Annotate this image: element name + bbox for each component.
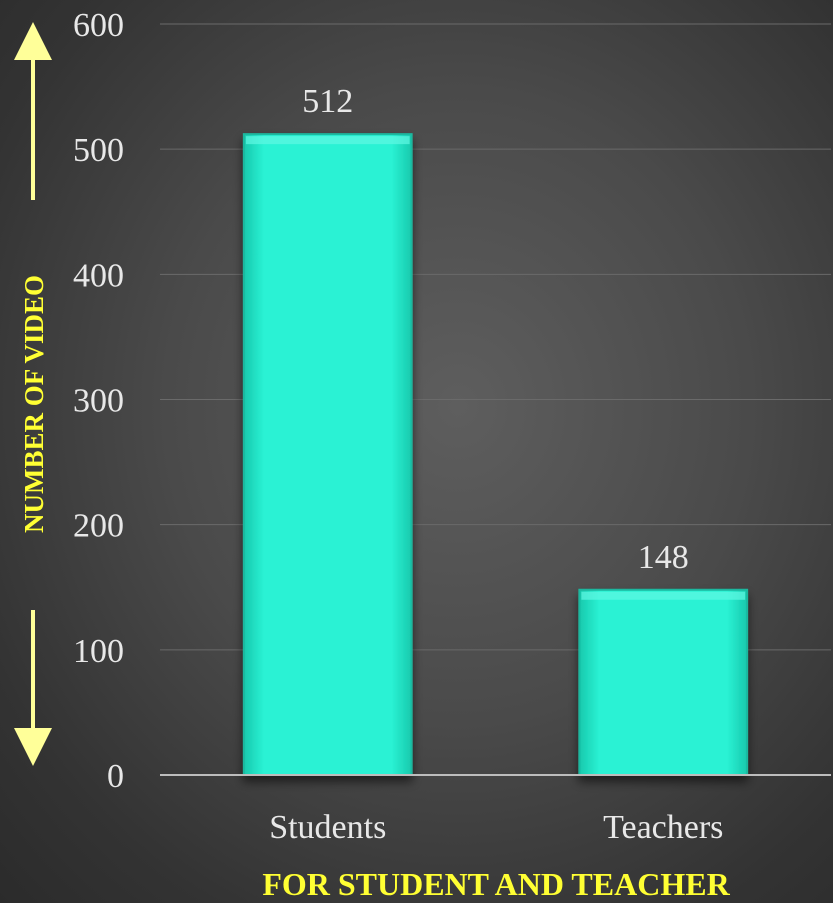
arrow-down-icon: [14, 728, 52, 766]
data-label-teachers: 148: [638, 539, 689, 576]
x-axis-title: FOR STUDENT AND TEACHER: [262, 866, 730, 902]
y-tick-label: 100: [73, 633, 124, 670]
data-labels: 512 148: [302, 83, 689, 576]
y-axis-title: NUMBER OF VIDEO: [19, 275, 49, 533]
x-tick-label-students: Students: [269, 809, 386, 846]
bar-students: [242, 133, 413, 776]
x-tick-label-teachers: Teachers: [603, 809, 723, 846]
category-labels: Students Teachers: [269, 809, 723, 846]
y-tick-labels: 0 100 200 300 400 500 600: [73, 7, 124, 795]
bar-highlight: [245, 136, 410, 145]
bars: [242, 133, 749, 777]
y-tick-label: 0: [107, 758, 124, 795]
y-axis-arrow: [14, 22, 52, 766]
y-tick-label: 300: [73, 383, 124, 420]
arrow-up-icon: [14, 22, 52, 60]
data-label-students: 512: [302, 83, 353, 120]
bar-teachers: [578, 588, 749, 777]
bar-highlight: [581, 591, 746, 600]
y-tick-label: 600: [73, 7, 124, 44]
y-tick-label: 400: [73, 257, 124, 294]
y-tick-label: 200: [73, 508, 124, 545]
y-tick-label: 500: [73, 132, 124, 169]
